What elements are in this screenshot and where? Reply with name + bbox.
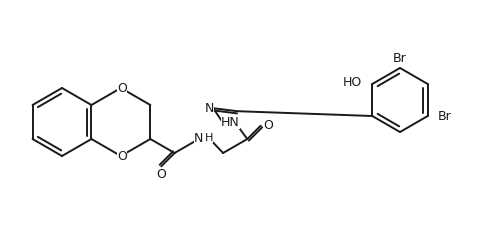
Text: O: O: [117, 81, 127, 94]
Text: N: N: [194, 131, 203, 144]
Text: HO: HO: [343, 76, 362, 88]
Text: Br: Br: [438, 110, 452, 122]
Text: H: H: [205, 133, 213, 143]
Text: N: N: [204, 102, 214, 115]
Text: O: O: [156, 168, 166, 181]
Text: Br: Br: [393, 51, 407, 64]
Text: HN: HN: [221, 116, 240, 129]
Text: O: O: [264, 119, 274, 132]
Text: O: O: [117, 149, 127, 163]
